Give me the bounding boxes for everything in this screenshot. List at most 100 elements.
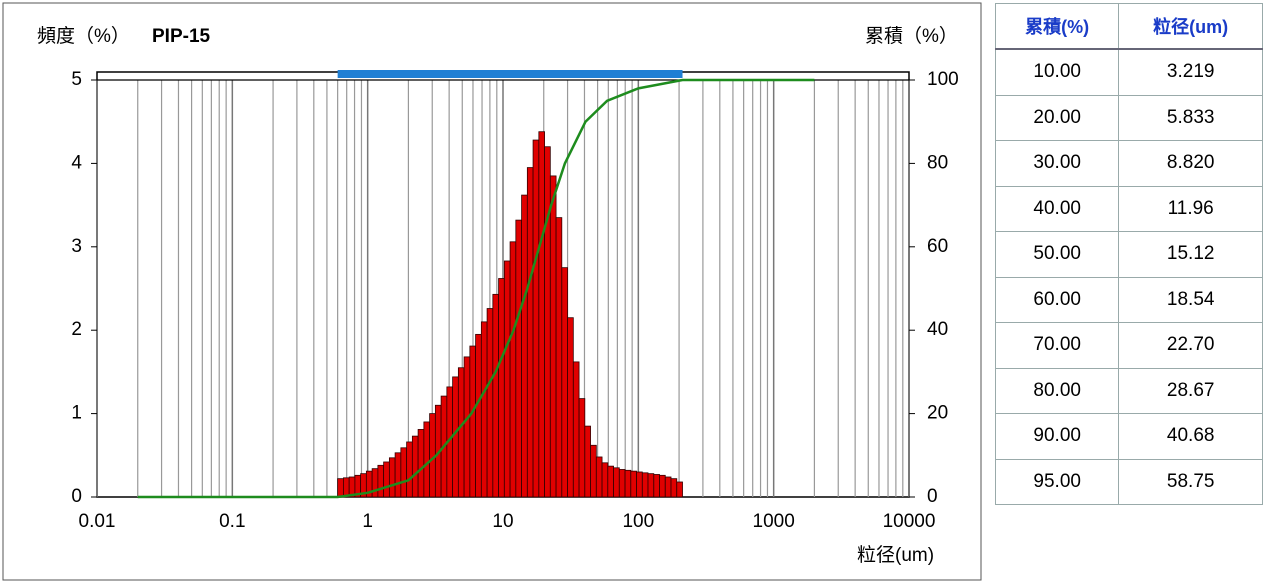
chart-title: PIP-15 xyxy=(152,26,211,47)
bar xyxy=(469,345,477,498)
bar xyxy=(664,476,672,498)
bar xyxy=(423,421,431,498)
bar xyxy=(630,470,637,498)
cumulative-line xyxy=(137,78,815,499)
bar xyxy=(544,146,551,498)
bar xyxy=(659,474,666,498)
y-tick-label: 3 xyxy=(71,236,82,257)
x-axis-label: 粒径(um) xyxy=(857,544,934,566)
x-tick-label: 100 xyxy=(622,511,654,532)
table-row: 95.00 58.75 xyxy=(995,458,1263,505)
header-cell: 粒径(um) xyxy=(1118,3,1263,50)
bar xyxy=(670,478,678,498)
bar xyxy=(486,308,494,498)
table-cell: 30.00 xyxy=(995,140,1120,186)
y2-tick-label: 80 xyxy=(927,152,948,173)
table-row: 60.00 18.54 xyxy=(995,276,1263,323)
bar xyxy=(538,131,545,498)
bar xyxy=(457,367,465,498)
bar xyxy=(452,376,459,498)
bar xyxy=(572,361,580,498)
bar xyxy=(590,444,597,498)
bar xyxy=(475,333,482,498)
bar xyxy=(371,468,379,498)
y2-axis-label: 累積（%） xyxy=(865,25,958,47)
table-cell: 58.75 xyxy=(1118,458,1263,505)
bar xyxy=(641,472,649,498)
header-cell: 累積(%) xyxy=(995,3,1120,50)
chart: 頻度（%） PIP-15 累積（%） 粒径(um) 0.01 0.1 1 10 100 1… xyxy=(2,2,982,581)
bar xyxy=(526,167,534,498)
table-row: 10.00 3.219 xyxy=(995,48,1263,95)
table-cell: 11.96 xyxy=(1118,185,1263,232)
y2-tick-label: 0 xyxy=(927,486,938,507)
table-row: 90.00 40.68 xyxy=(995,413,1263,459)
bar xyxy=(343,477,350,498)
bar xyxy=(676,481,683,498)
bar xyxy=(492,293,499,498)
bar xyxy=(532,139,540,498)
bar xyxy=(636,471,643,498)
bar xyxy=(498,278,505,498)
x-tick-label: 1000 xyxy=(753,511,795,532)
bar xyxy=(549,175,557,498)
y-tick-label: 0 xyxy=(71,486,82,507)
bar xyxy=(400,447,408,498)
bar xyxy=(417,429,425,498)
y-tick-label: 2 xyxy=(71,319,82,340)
table-row: 80.00 28.67 xyxy=(995,367,1263,414)
table-cell: 50.00 xyxy=(995,231,1120,277)
bar xyxy=(618,469,626,498)
y-axis-label: 頻度（%） xyxy=(37,25,130,47)
table-cell: 8.820 xyxy=(1118,140,1263,186)
bar xyxy=(601,462,609,498)
header-row: 累積(%) 粒径(um) xyxy=(995,3,1263,50)
bar xyxy=(503,260,511,498)
table-cell: 90.00 xyxy=(995,413,1120,459)
bar xyxy=(377,464,385,498)
table-cell: 5.833 xyxy=(1118,94,1263,141)
bar xyxy=(555,217,563,498)
table-cell: 22.70 xyxy=(1118,322,1263,368)
bar xyxy=(515,219,522,498)
bar xyxy=(567,317,574,498)
table-cell: 3.219 xyxy=(1118,48,1263,95)
y-tick-label: 5 xyxy=(71,69,82,90)
table-row: 50.00 15.12 xyxy=(995,231,1263,277)
bar xyxy=(647,473,655,498)
table-cell: 10.00 xyxy=(995,48,1120,95)
bar xyxy=(653,474,660,498)
bar xyxy=(480,321,488,498)
bar xyxy=(463,356,471,498)
table-cell: 60.00 xyxy=(995,276,1120,323)
bar xyxy=(607,465,614,498)
bar xyxy=(411,435,419,498)
bar xyxy=(388,457,396,498)
y-tick-label: 1 xyxy=(71,403,82,424)
table-body: 10.00 3.219 20.00 5.833 30.00 8.820 40.00 11.96… xyxy=(995,48,1263,505)
table-cell: 80.00 xyxy=(995,367,1120,414)
x-tick-label: 10 xyxy=(492,511,513,532)
bar xyxy=(613,467,620,498)
x-tick-label: 10000 xyxy=(883,511,936,532)
table-row: 70.00 22.70 xyxy=(995,322,1263,368)
bar xyxy=(337,478,344,498)
bar xyxy=(383,461,390,498)
bar xyxy=(406,441,413,498)
y2-tick-label: 40 xyxy=(927,319,948,340)
x-tick-label: 0.01 xyxy=(79,511,116,532)
table-row: 40.00 11.96 xyxy=(995,185,1263,232)
table-cell: 95.00 xyxy=(995,458,1120,505)
result-table: 累積(%) 粒径(um) 10.00 3.219 20.00 5.833 30.00 8.8… xyxy=(995,3,1263,505)
y2-tick-label: 60 xyxy=(927,236,948,257)
table-cell: 15.12 xyxy=(1118,231,1263,277)
bar xyxy=(584,425,591,498)
bar xyxy=(578,398,586,498)
table-cell: 18.54 xyxy=(1118,276,1263,323)
bar xyxy=(595,456,603,498)
table-cell: 40.68 xyxy=(1118,413,1263,459)
table-cell: 40.00 xyxy=(995,185,1120,232)
y2-tick-label: 20 xyxy=(927,403,948,424)
x-tick-label: 0.1 xyxy=(219,511,245,532)
